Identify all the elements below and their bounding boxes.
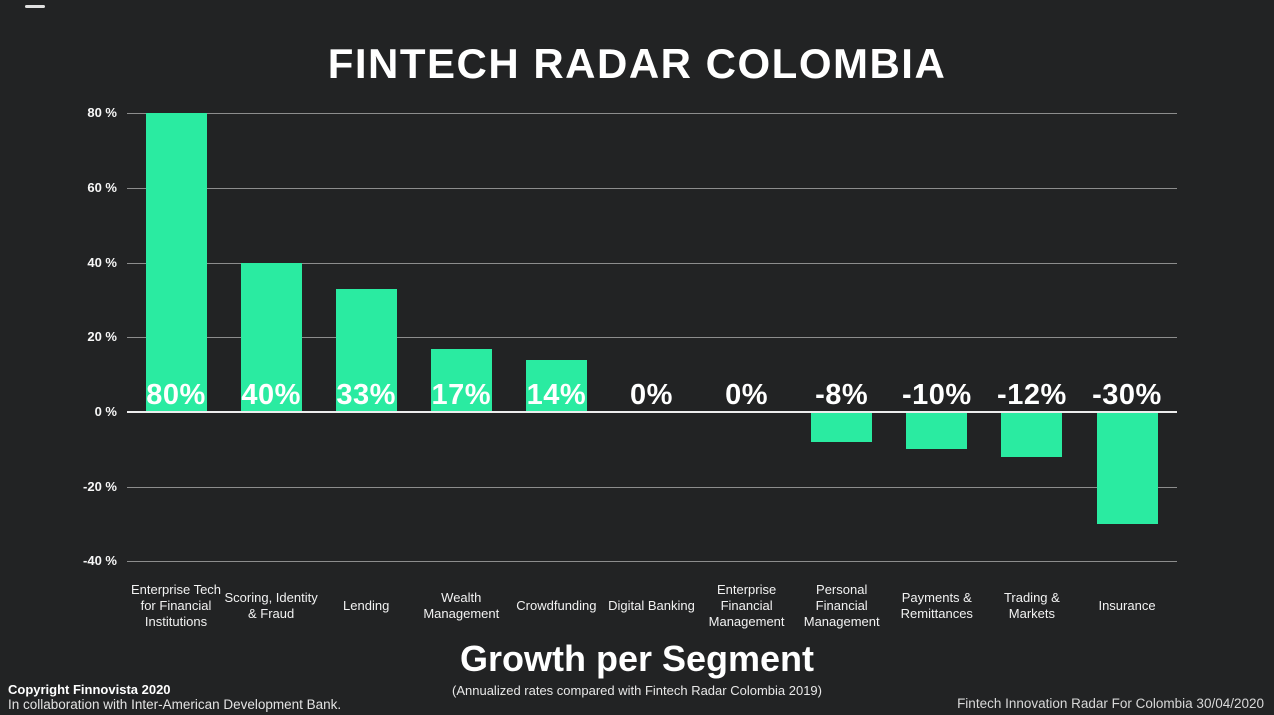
bar-value-label: -30% bbox=[1092, 379, 1162, 411]
bar bbox=[811, 412, 873, 442]
bar bbox=[906, 412, 968, 450]
bar bbox=[525, 359, 587, 412]
zero-axis-line bbox=[127, 411, 1177, 413]
bar-value-label: 14% bbox=[526, 379, 587, 411]
category-label: Insurance bbox=[1098, 598, 1156, 613]
bar bbox=[335, 288, 397, 412]
collaboration-text: In collaboration with Inter-American Dev… bbox=[8, 697, 342, 712]
bar-value-label: 40% bbox=[241, 379, 301, 411]
category-label: Enterprise Financial Management bbox=[708, 582, 785, 629]
bar-value-label: -8% bbox=[815, 379, 869, 411]
bar bbox=[240, 262, 302, 412]
category-label: Payments & Remittances bbox=[900, 590, 973, 621]
category-label: Lending bbox=[343, 598, 390, 613]
category-label: Crowdfunding bbox=[516, 598, 597, 613]
category-label: Trading & Markets bbox=[1003, 590, 1060, 621]
progress-dash bbox=[25, 5, 45, 8]
y-axis-tick-label: -40 % bbox=[83, 553, 117, 569]
bar bbox=[1001, 412, 1063, 457]
bar bbox=[145, 113, 207, 412]
footer-note: Fintech Innovation Radar For Colombia 30… bbox=[957, 696, 1264, 711]
bar-value-label: 33% bbox=[336, 379, 396, 411]
chart-caption-title: Growth per Segment bbox=[459, 638, 815, 679]
category-label: Scoring, Identity & Fraud bbox=[224, 590, 318, 621]
y-axis-tick-label: 80 % bbox=[87, 105, 117, 121]
bar-value-label: 0% bbox=[725, 379, 769, 411]
bar bbox=[430, 348, 492, 412]
copyright-text: Copyright Finnovista 2020 bbox=[8, 682, 171, 697]
gridline bbox=[127, 486, 1177, 488]
category-label: Digital Banking bbox=[608, 598, 695, 613]
gridline bbox=[127, 187, 1177, 189]
chart-caption-subtitle: (Annualized rates compared with Fintech … bbox=[452, 683, 822, 698]
gridline bbox=[127, 113, 1177, 115]
bar-value-label: -12% bbox=[997, 379, 1067, 411]
bar bbox=[1096, 412, 1158, 525]
bar-value-label: 80% bbox=[146, 379, 206, 411]
bar-value-label: -10% bbox=[901, 379, 972, 411]
bar-value-label: 0% bbox=[630, 379, 673, 411]
slide-title: FINTECH RADAR COLOMBIA bbox=[327, 40, 947, 87]
bar-value-label: 17% bbox=[431, 379, 492, 411]
category-label: Wealth Management bbox=[423, 590, 500, 621]
gridline bbox=[127, 561, 1177, 563]
gridline bbox=[127, 262, 1177, 264]
y-axis-tick-label: 60 % bbox=[87, 179, 117, 195]
category-label: Personal Financial Management bbox=[803, 582, 880, 629]
y-axis-tick-label: 0 % bbox=[94, 404, 117, 419]
gridline bbox=[127, 337, 1177, 339]
y-axis-tick-label: 40 % bbox=[87, 254, 117, 270]
y-axis-tick-label: 20 % bbox=[87, 329, 117, 345]
category-label: Enterprise Tech for Financial Institutio… bbox=[130, 582, 222, 629]
y-axis-tick-label: -20 % bbox=[83, 478, 117, 494]
